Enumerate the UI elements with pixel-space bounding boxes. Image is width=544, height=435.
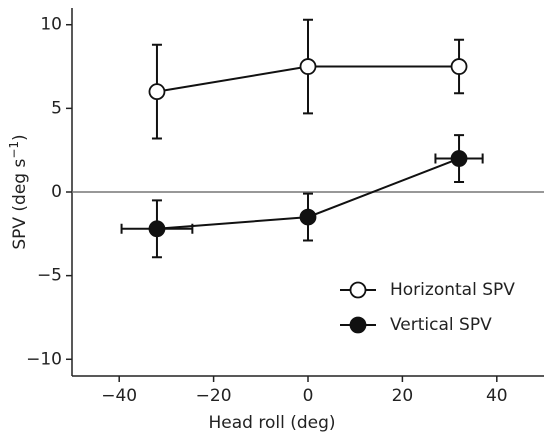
x-tick-label: 0 xyxy=(303,386,314,406)
marker xyxy=(148,83,166,101)
y-tick-label: 0 xyxy=(51,182,62,202)
x-axis-label: Head roll (deg) xyxy=(208,413,335,433)
y-axis-label: SPV (deg s−1) xyxy=(7,134,31,249)
marker xyxy=(450,58,468,75)
x-tick-label: −40 xyxy=(101,386,137,406)
y-label-text: SPV (deg s xyxy=(10,159,30,250)
legend-marker xyxy=(349,281,367,299)
x-tick-label: −20 xyxy=(196,386,232,406)
y-tick-label: −5 xyxy=(37,266,62,286)
legend-marker xyxy=(349,316,367,334)
y-tick-label: 10 xyxy=(40,15,62,35)
marker xyxy=(450,150,468,167)
marker xyxy=(299,208,317,226)
x-tick-label: 40 xyxy=(486,386,508,406)
y-tick-label: −10 xyxy=(26,349,62,369)
y-tick-label: 5 xyxy=(51,98,62,118)
y-label-sup: −1 xyxy=(7,141,21,159)
legend-label: Vertical SPV xyxy=(390,315,492,335)
marker xyxy=(148,220,166,238)
marker xyxy=(299,58,317,75)
y-label-end: ) xyxy=(10,134,30,141)
x-tick-label: 20 xyxy=(392,386,414,406)
legend-label: Horizontal SPV xyxy=(390,280,515,300)
